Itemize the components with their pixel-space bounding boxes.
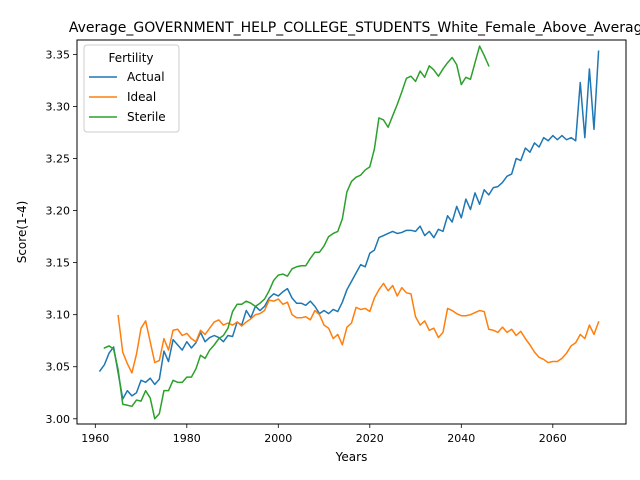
y-axis: 3.00 3.05 3.10 3.15 3.20 3.25 3.30 3.35	[46, 48, 77, 426]
series-line-ideal	[117, 282, 600, 374]
y-tick-label: 3.05	[46, 361, 71, 374]
y-tick-label: 3.35	[46, 48, 71, 61]
x-tick-label: 1980	[173, 432, 201, 445]
legend-label-sterile: Sterile	[127, 110, 166, 124]
legend-label-actual: Actual	[127, 70, 165, 84]
x-tick-label: 2060	[539, 432, 567, 445]
x-axis: 1960 1980 2000 2020 2040 2060	[81, 424, 567, 445]
legend: Fertility Actual Ideal Sterile	[83, 44, 180, 133]
y-tick-label: 3.30	[46, 100, 71, 113]
legend-label-ideal: Ideal	[127, 90, 156, 104]
plot-area	[98, 45, 600, 420]
x-axis-label: Years	[335, 450, 368, 464]
y-axis-label: Score(1-4)	[15, 201, 29, 264]
y-tick-label: 3.15	[46, 257, 71, 270]
chart-title: Average_GOVERNMENT_HELP_COLLEGE_STUDENTS…	[69, 20, 640, 36]
x-tick-label: 2020	[356, 432, 384, 445]
series-line-actual	[98, 50, 600, 400]
x-tick-label: 1960	[81, 432, 109, 445]
y-tick-label: 3.25	[46, 152, 71, 165]
y-tick-label: 3.00	[46, 413, 71, 426]
series-line-sterile	[103, 45, 490, 420]
x-tick-label: 2040	[447, 432, 475, 445]
y-tick-label: 3.20	[46, 205, 71, 218]
x-tick-label: 2000	[264, 432, 292, 445]
plot-frame	[76, 39, 627, 425]
legend-title: Fertility	[108, 51, 153, 65]
y-tick-label: 3.10	[46, 309, 71, 322]
legend-items: Actual Ideal Sterile	[89, 70, 166, 124]
legend-box	[83, 44, 180, 133]
